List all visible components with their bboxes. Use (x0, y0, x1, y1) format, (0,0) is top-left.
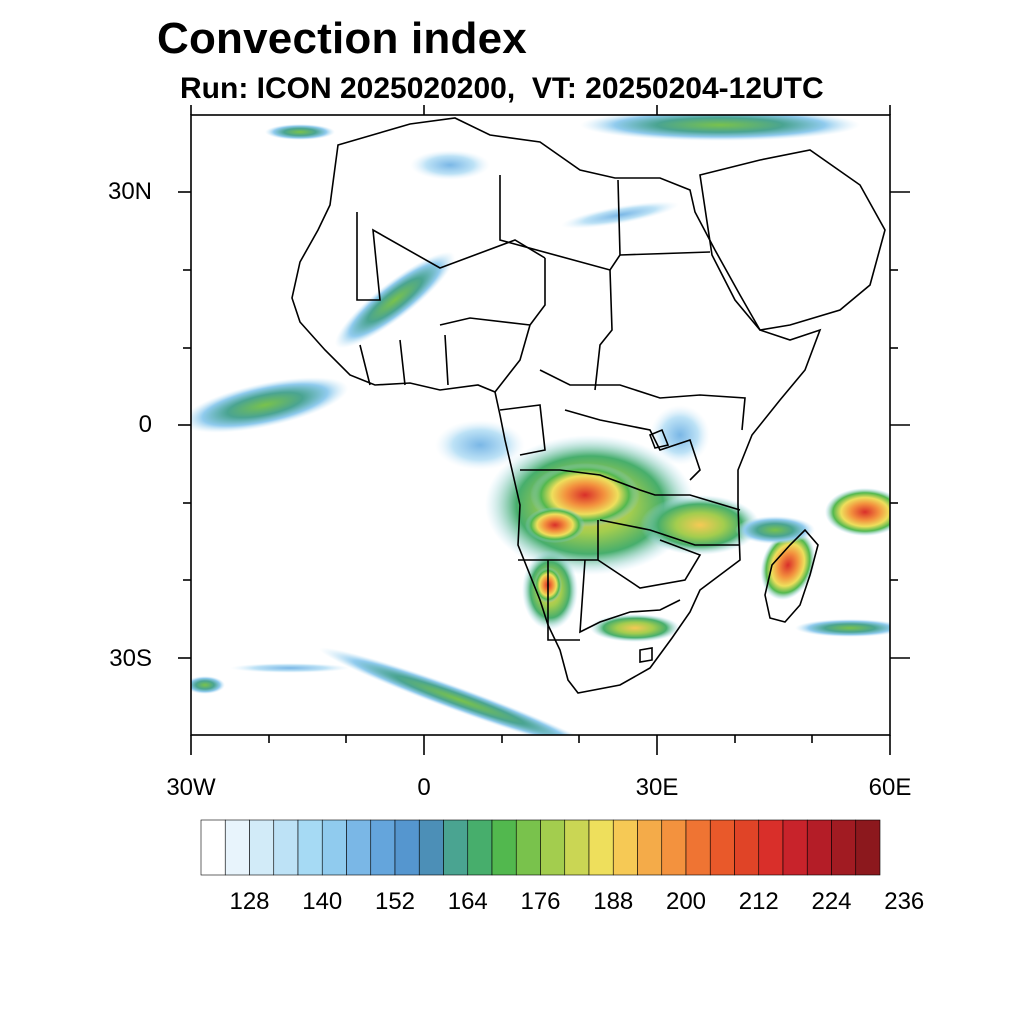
convection-patch (650, 405, 710, 465)
convection-patch (191, 676, 225, 694)
country-border (356, 212, 546, 301)
colorbar-tick-label: 140 (302, 888, 343, 915)
convection-field (191, 115, 890, 735)
convection-patch (640, 495, 760, 555)
colorbar-box (782, 819, 808, 876)
colorbar-box (491, 819, 517, 876)
convection-patch (560, 201, 680, 229)
convection-patch (334, 251, 456, 349)
lat-label-30n: 30N (107, 178, 152, 205)
lat-label-0: 0 (138, 411, 152, 438)
colorbar-box (418, 819, 444, 876)
colorbar-box (612, 819, 638, 876)
convection-patch (795, 619, 890, 637)
africa-coastline (291, 117, 822, 694)
convection-patch (435, 420, 525, 470)
colorbar-box (297, 819, 323, 876)
land-borders (291, 117, 886, 694)
convection-patch (590, 614, 680, 642)
colorbar-box (564, 819, 590, 876)
colorbar-box (709, 819, 735, 876)
country-border (359, 317, 531, 386)
colorbar-box (224, 819, 250, 876)
colorbar-box (443, 819, 469, 876)
lon-label-30e: 30E (635, 774, 679, 801)
convection-patch (525, 507, 585, 543)
colorbar-box (515, 819, 541, 876)
convection-patch (580, 115, 860, 141)
colorbar-box (685, 819, 711, 876)
convection-patch (760, 530, 816, 600)
map-frame (190, 114, 891, 736)
colorbar-tick-label: 224 (811, 888, 852, 915)
convection-patch (318, 647, 602, 735)
colorbar-box (806, 819, 832, 876)
colorbar-tick-label: 152 (374, 888, 416, 915)
colorbar-box (370, 819, 396, 876)
lake-outline (639, 428, 670, 663)
lon-label-30w: 30W (166, 774, 216, 801)
colorbar-box (467, 819, 493, 876)
colorbar (200, 819, 881, 876)
convection-patch (191, 377, 349, 433)
colorbar-box (249, 819, 275, 876)
chart-title: Convection index (157, 14, 527, 63)
colorbar-tick-label: 200 (665, 888, 707, 915)
colorbar-box (637, 819, 663, 876)
convection-patch (265, 124, 335, 140)
colorbar-box (394, 819, 420, 876)
colorbar-tick-label: 188 (593, 888, 634, 915)
lat-label-30s: 30S (109, 645, 152, 672)
country-border (499, 404, 580, 641)
arabia-coastline (699, 149, 886, 331)
country-border (564, 409, 701, 481)
colorbar-box (734, 819, 760, 876)
colorbar-box (273, 819, 299, 876)
colorbar-box (831, 819, 857, 876)
convection-patch (410, 150, 490, 180)
convection-patch (825, 488, 890, 536)
country-border (518, 520, 702, 634)
colorbar-tick-label: 212 (738, 888, 779, 915)
lon-label-0: 0 (417, 774, 431, 801)
colorbar-box (855, 819, 881, 876)
convection-patch (230, 663, 350, 673)
colorbar-box (321, 819, 347, 876)
madagascar-coastline (764, 528, 819, 623)
country-border (494, 251, 711, 393)
colorbar-box (758, 819, 784, 876)
colorbar-tick-label: 236 (884, 888, 925, 915)
convection-patch (735, 516, 815, 544)
lon-label-60e: 60E (868, 774, 912, 801)
chart-subtitle: Run: ICON 2025020200, VT: 20250204-12UTC (180, 72, 824, 105)
country-border (539, 369, 746, 431)
colorbar-tick-label: 176 (520, 888, 561, 915)
country-border (520, 469, 741, 546)
colorbar-box (346, 819, 372, 876)
axis-ticks (178, 105, 910, 755)
colorbar-box (588, 819, 614, 876)
colorbar-tick-label: 164 (447, 888, 488, 915)
colorbar-box (661, 819, 687, 876)
colorbar-box (200, 819, 226, 876)
colorbar-tick-label: 128 (229, 888, 270, 915)
colorbar-box (540, 819, 566, 876)
